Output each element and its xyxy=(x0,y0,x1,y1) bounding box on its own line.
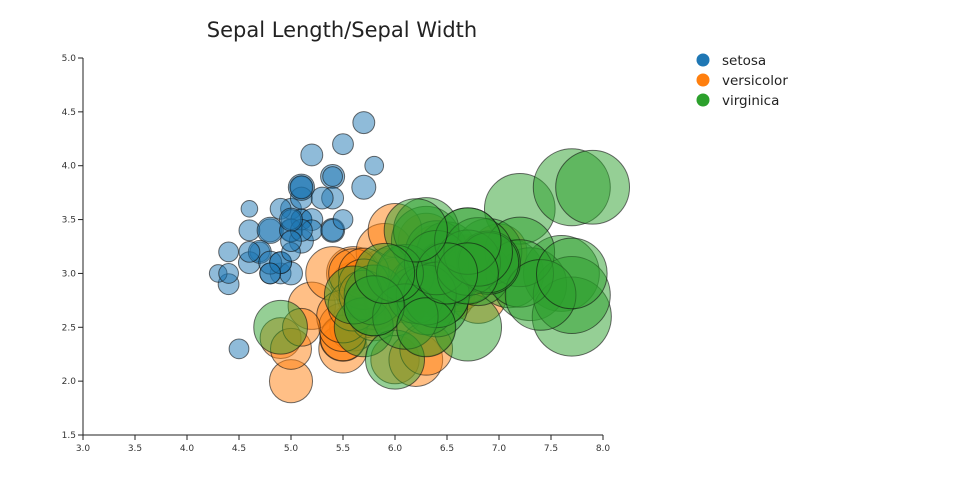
data-point-virginica xyxy=(383,198,448,263)
data-point-setosa xyxy=(240,200,259,218)
data-point-virginica xyxy=(253,299,308,355)
data-point-setosa xyxy=(310,186,334,210)
legend-label: setosa xyxy=(722,53,766,69)
data-point-setosa xyxy=(300,143,324,167)
data-point-setosa xyxy=(238,240,261,263)
legend-item-setosa[interactable]: setosa xyxy=(696,53,767,69)
legend-label: virginica xyxy=(722,93,779,109)
data-point-setosa xyxy=(364,155,385,176)
y-tick-label: 1.5 xyxy=(62,431,76,441)
x-tick-label: 3.5 xyxy=(128,444,142,454)
data-point-setosa xyxy=(218,241,239,263)
x-tick-label: 6.0 xyxy=(388,444,403,454)
data-point-setosa xyxy=(322,166,343,187)
data-point-setosa xyxy=(352,111,376,135)
data-point-setosa xyxy=(218,263,239,284)
x-tick-label: 4.0 xyxy=(180,444,195,454)
legend-label: versicolor xyxy=(722,73,788,89)
legend-item-versicolor[interactable]: versicolor xyxy=(696,73,789,89)
chart-legend: setosa versicolor virginica xyxy=(696,53,789,109)
y-tick-label: 5.0 xyxy=(62,54,77,64)
y-tick-label: 3.0 xyxy=(62,269,77,279)
data-point-setosa xyxy=(280,230,302,253)
x-tick-label: 4.5 xyxy=(232,444,246,454)
data-point-setosa xyxy=(259,262,282,285)
y-tick-label: 2.5 xyxy=(62,323,76,333)
y-tick-label: 3.5 xyxy=(62,216,76,226)
y-tick-label: 2.0 xyxy=(62,377,77,387)
data-point-setosa xyxy=(332,133,354,156)
x-tick-label: 5.0 xyxy=(284,444,299,454)
data-point-setosa xyxy=(351,174,377,200)
x-tick-label: 5.5 xyxy=(336,444,350,454)
data-point-virginica xyxy=(396,297,457,358)
chart-points xyxy=(208,111,631,404)
y-tick-label: 4.0 xyxy=(62,162,77,172)
chart-axes: 3.0 3.5 4.0 4.5 5.0 5.5 6.0 6.5 7.0 7.5 8.0 1.5 2.0 2… xyxy=(62,54,611,454)
data-point-virginica xyxy=(555,149,631,225)
x-tick-label: 7.0 xyxy=(492,444,507,454)
series-virginica xyxy=(253,148,631,390)
data-point-virginica xyxy=(354,242,416,304)
legend-item-virginica[interactable]: virginica xyxy=(696,93,780,109)
data-point-setosa xyxy=(332,209,354,230)
y-tick-label: 4.5 xyxy=(62,108,76,118)
data-point-setosa xyxy=(228,338,250,360)
x-tick-label: 7.5 xyxy=(544,444,558,454)
legend-swatch xyxy=(696,73,710,87)
series-setosa xyxy=(208,111,385,360)
data-point-setosa xyxy=(289,175,314,200)
chart-title: Sepal Length/Sepal Width xyxy=(207,18,477,42)
data-point-virginica xyxy=(535,237,608,310)
legend-swatch xyxy=(696,53,710,67)
legend-swatch xyxy=(696,93,710,107)
x-tick-label: 3.0 xyxy=(76,444,91,454)
x-tick-label: 6.5 xyxy=(440,444,454,454)
x-tick-label: 8.0 xyxy=(596,444,611,454)
data-point-setosa xyxy=(279,207,303,232)
